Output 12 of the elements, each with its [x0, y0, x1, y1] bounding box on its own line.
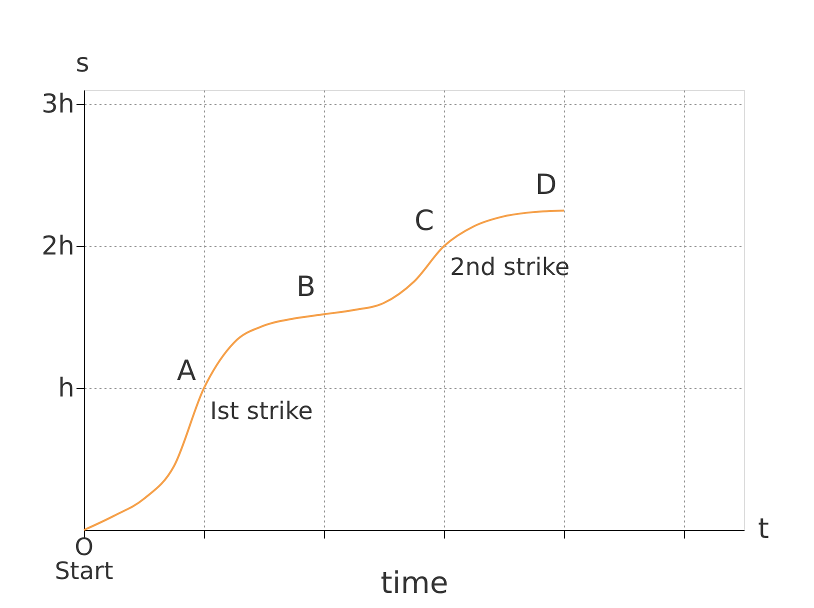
- annotation: C: [414, 204, 434, 237]
- annotation: D: [535, 168, 557, 201]
- y-tick-label: 3h: [41, 90, 74, 120]
- text: t: [758, 512, 769, 545]
- annotation: B: [296, 270, 316, 303]
- y-tick-label: h: [58, 374, 74, 404]
- annotation: A: [176, 354, 196, 387]
- y-axis-title: s: [76, 48, 90, 78]
- x-axis-title: time: [380, 566, 448, 601]
- annotation: 2nd strike: [450, 253, 570, 281]
- y-tick-label: 2h: [41, 232, 74, 262]
- annotation: Ist strike: [210, 397, 313, 425]
